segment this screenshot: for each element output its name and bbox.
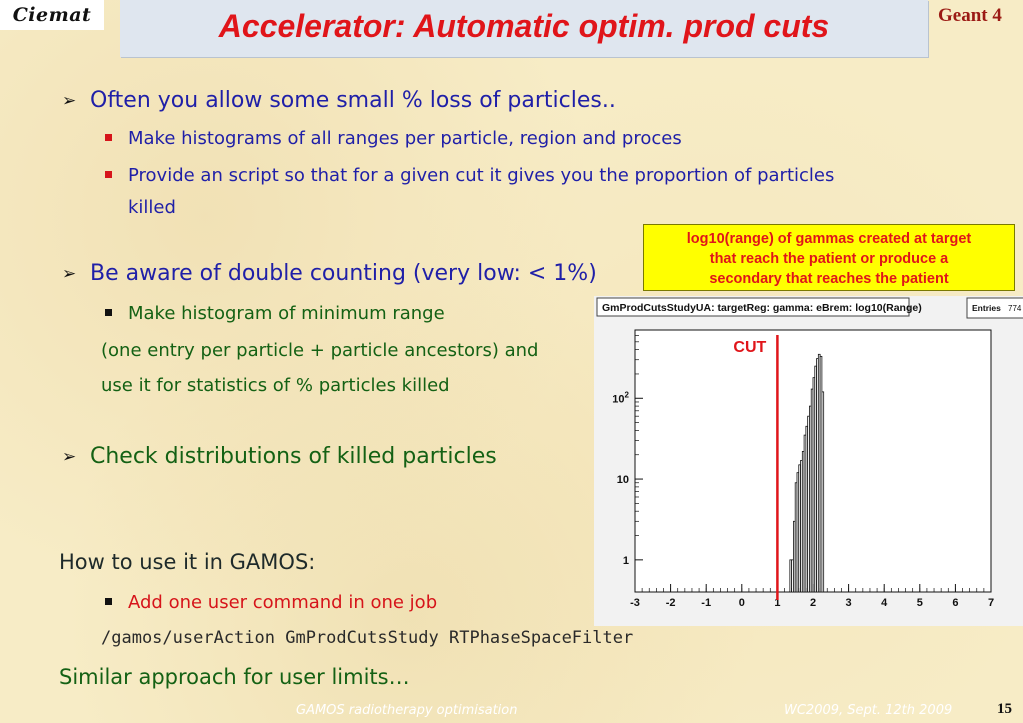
histogram-title-box [596,297,910,317]
arrow-bullet-icon: ➢ [62,447,77,467]
stats-box [966,297,1023,319]
ciemat-logo: Ciemat [0,0,104,30]
stats-value: 774 [1008,304,1022,313]
x-tick-label-0: -3 [630,597,640,609]
x-tick-label-7: 4 [881,597,888,609]
x-tick-label-3: 0 [739,597,745,609]
callout-line-3: secondary that reaches the patient [709,271,949,287]
footer-left: GAMOS radiotherapy optimisation [296,703,518,718]
square-bullet-icon [105,598,112,605]
closing-line: Similar approach for user limits… [59,665,410,689]
bullet-2-text-2: use it for statistics of % particles kil… [101,375,450,396]
square-bullet-icon [105,309,112,316]
range-histogram: GmProdCutsStudyUA: targetReg: gamma: eBr… [594,296,1023,626]
square-bullet-icon [105,171,112,178]
x-tick-label-6: 3 [846,597,852,609]
page-number: 15 [997,701,1012,717]
gamos-command: /gamos/userAction GmProdCutsStudy RTPhas… [101,628,634,648]
bullet-3: Check distributions of killed particles [90,444,497,469]
howto-sub-1: Add one user command in one job [128,592,438,613]
bullet-1-sub-2-line-1: Provide an script so that for a given cu… [128,165,835,186]
y-tick-label-0: 1 [623,555,629,567]
plot-callout: log10(range) of gammas created at target… [643,224,1015,291]
x-tick-label-4: 1 [774,597,780,609]
bullet-2: Be aware of double counting (very low: <… [90,261,597,286]
square-bullet-icon [105,134,112,141]
callout-line-2: that reach the patient or produce a [709,251,949,267]
geant4-brand: Geant 4 [938,5,1002,26]
bullet-1: Often you allow some small % loss of par… [90,88,616,113]
title-bar [120,0,928,57]
stats-label: Entries [972,303,1001,313]
y-tick-label-1: 10 [617,474,629,486]
y-tick-exponent: 2 [625,390,630,399]
x-tick-label-1: -2 [666,597,676,609]
cut-label: CUT [733,339,766,356]
histogram-bin-18 [821,391,825,593]
x-tick-label-9: 6 [952,597,958,609]
bullet-1-sub-1: Make histograms of all ranges per partic… [128,128,682,149]
histogram-title: GmProdCutsStudyUA: targetReg: gamma: eBr… [602,302,922,314]
x-tick-label-8: 5 [917,597,923,609]
bullet-1-sub-2-line-2: killed [128,197,176,218]
x-tick-label-2: -1 [701,597,711,609]
footer-right: WC2009, Sept. 12th 2009 [784,703,953,718]
bullet-2-sub-1: Make histogram of minimum range [128,303,445,324]
bullet-2-text-1: (one entry per particle + particle ances… [101,340,539,361]
arrow-bullet-icon: ➢ [62,91,77,111]
callout-line-1: log10(range) of gammas created at target [686,231,972,247]
howto-heading: How to use it in GAMOS: [59,550,316,574]
arrow-bullet-icon: ➢ [62,264,77,284]
x-tick-label-10: 7 [988,597,994,609]
slide-title: Accelerator: Automatic optim. prod cuts [218,8,830,44]
x-tick-label-5: 2 [810,597,816,609]
